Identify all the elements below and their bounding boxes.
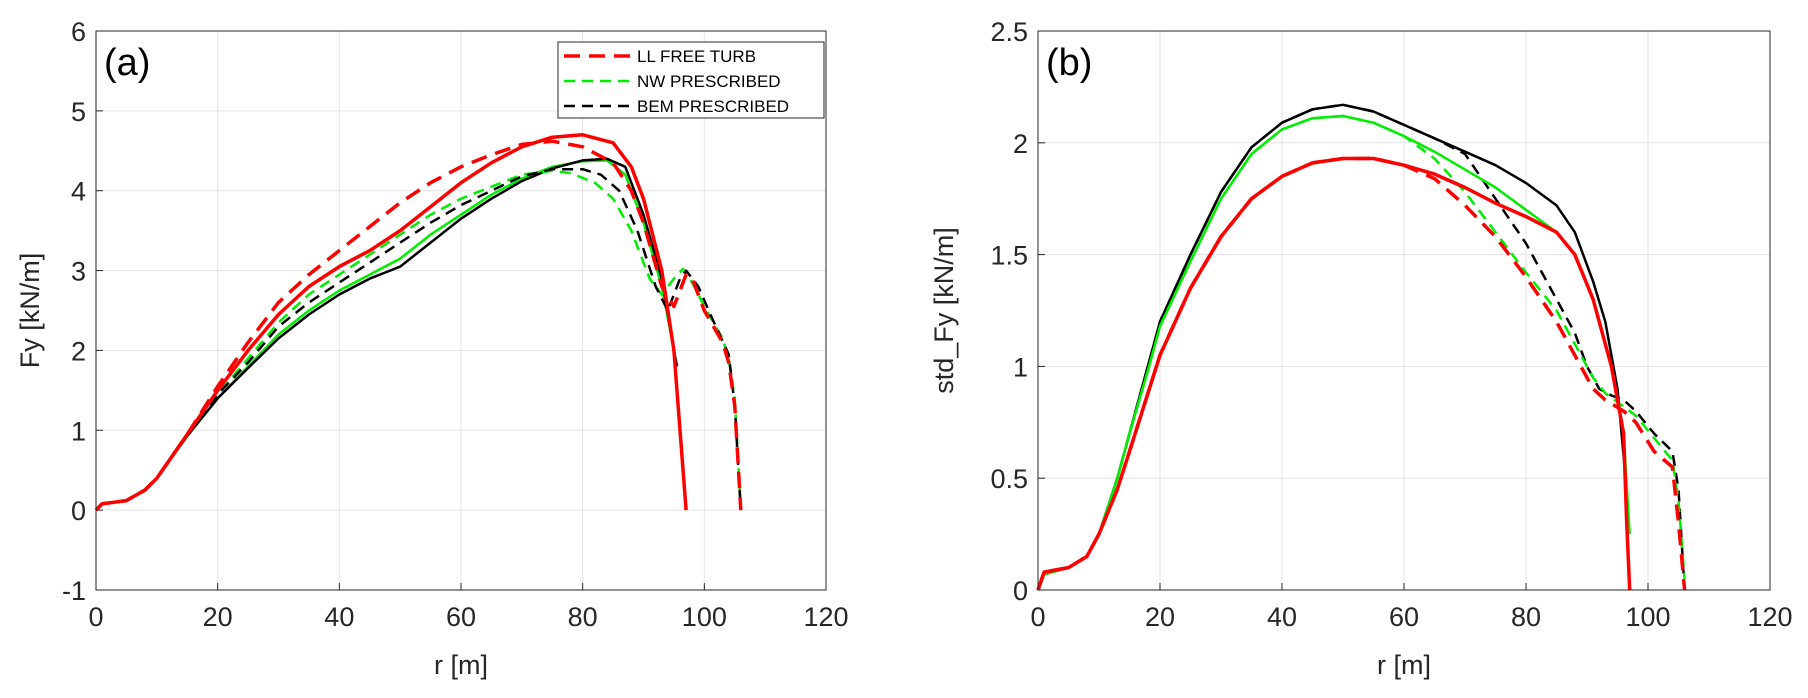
x-axis-label: r [m] (434, 650, 488, 680)
x-tick-label: 100 (682, 602, 727, 632)
x-tick-label: 120 (1747, 602, 1792, 632)
series-line-bem-prescribed (95, 167, 743, 511)
y-tick-label: 0.5 (990, 464, 1028, 494)
x-tick-label: 120 (803, 602, 848, 632)
y-tick-label: 1 (71, 416, 86, 446)
y-tick-label: 0 (1013, 576, 1028, 606)
x-tick-label: 80 (1511, 602, 1541, 632)
x-tick-label: 100 (1625, 602, 1670, 632)
y-axis-label: std_Fy [kN/m] (929, 227, 959, 394)
x-tick-label: 40 (1267, 602, 1297, 632)
x-tick-label: 20 (1145, 602, 1175, 632)
panel-label: (a) (104, 42, 150, 84)
y-tick-label: 2 (71, 336, 86, 366)
y-tick-label: -1 (62, 576, 86, 606)
legend-label: LL FREE TURB (637, 47, 756, 66)
chart-panel-1: 0 20 40 60 80 100 120 0 0.5 1 1.5 2 2.5 (b) r [m] std_F… (929, 17, 1793, 680)
x-tick-label: 40 (324, 602, 354, 632)
axes-box (1037, 30, 1771, 591)
legend: LL FREE TURB NW PRESCRIBED BEM PRESCRIBED (557, 41, 825, 119)
y-tick-label: 2 (1013, 129, 1028, 159)
y-tick-label: 1.5 (990, 241, 1028, 271)
x-tick-label: 0 (1030, 602, 1045, 632)
panel-label: (b) (1046, 42, 1092, 84)
axes-box (95, 30, 827, 591)
x-tick-label: 0 (88, 602, 103, 632)
y-tick-label: 6 (71, 17, 86, 47)
series-line-bem-prescribed (1036, 103, 1686, 591)
y-tick-label: 0 (71, 496, 86, 526)
x-tick-label: 80 (568, 602, 598, 632)
y-tick-label: 3 (71, 257, 86, 287)
y-tick-label: 1 (1013, 352, 1028, 382)
y-axis-label: Fy [kN/m] (15, 253, 45, 369)
x-tick-label: 60 (1389, 602, 1419, 632)
y-tick-label: 2.5 (990, 17, 1028, 47)
x-tick-label: 20 (203, 602, 233, 632)
x-tick-label: 60 (446, 602, 476, 632)
legend-label: NW PRESCRIBED (637, 72, 781, 91)
x-axis-label: r [m] (1377, 650, 1431, 680)
legend-label: BEM PRESCRIBED (637, 97, 789, 116)
y-tick-label: 5 (71, 97, 86, 127)
y-tick-label: 4 (71, 177, 86, 207)
series-line-ll-free-turb (1036, 156, 1687, 591)
